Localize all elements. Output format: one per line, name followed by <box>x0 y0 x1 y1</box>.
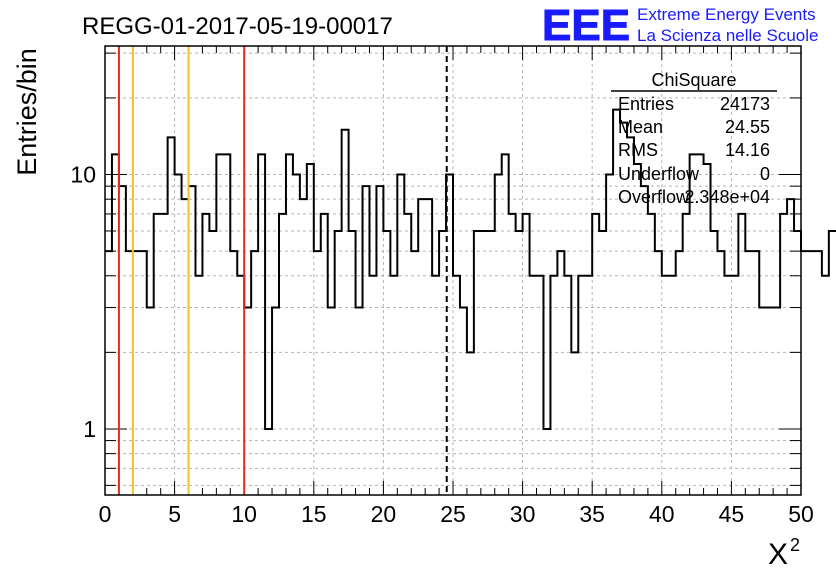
x-tick-label: 10 <box>231 501 257 527</box>
tick-labels: 0 5 10 15 20 25 30 35 40 45 50 1 10 <box>70 162 813 527</box>
stats-label-overflow: Overflow <box>618 187 690 207</box>
x-tick-label: 20 <box>371 501 397 527</box>
y-tick-label: 10 <box>70 162 96 188</box>
axis-ticks <box>104 46 802 495</box>
marker-lines <box>117 46 448 495</box>
histogram-bars <box>105 108 836 430</box>
stats-value-overflow: 2.348e+04 <box>684 187 770 207</box>
histogram-outline <box>105 108 836 430</box>
x-tick-label: 25 <box>440 501 466 527</box>
stats-value-entries: 24173 <box>720 94 770 114</box>
x-tick-label: 30 <box>510 501 536 527</box>
stats-value-underflow: 0 <box>760 164 770 184</box>
x-axis-label: X <box>768 538 788 571</box>
stats-box: ChiSquare Entries 24173 Mean 24.55 RMS 1… <box>611 70 777 207</box>
x-tick-label: 50 <box>788 501 814 527</box>
x-tick-label: 35 <box>579 501 605 527</box>
stats-label-rms: RMS <box>618 140 658 160</box>
stats-value-rms: 14.16 <box>725 140 770 160</box>
x-tick-label: 5 <box>168 501 181 527</box>
eee-logo: EEE Extreme Energy Events La Scienza nel… <box>542 1 819 51</box>
x-tick-label: 40 <box>649 501 675 527</box>
x-tick-label: 0 <box>99 501 112 527</box>
x-tick-label: 15 <box>301 501 327 527</box>
logo-mark: EEE <box>542 1 630 50</box>
stats-value-mean: 24.55 <box>725 117 770 137</box>
x-axis-label-superscript: 2 <box>790 535 800 555</box>
logo-line-1: Extreme Energy Events <box>637 5 816 24</box>
y-axis-label: Entries/bin <box>12 48 42 176</box>
logo-line-2: La Scienza nelle Scuole <box>637 26 818 45</box>
y-tick-label: 1 <box>83 416 96 442</box>
stats-label-entries: Entries <box>618 94 674 114</box>
stats-label-mean: Mean <box>618 117 663 137</box>
chart-title: REGG-01-2017-05-19-00017 <box>82 13 393 40</box>
x-tick-label: 45 <box>719 501 745 527</box>
plot-frame <box>104 45 802 496</box>
stats-title: ChiSquare <box>651 70 736 90</box>
stats-label-underflow: Underflow <box>618 164 700 184</box>
